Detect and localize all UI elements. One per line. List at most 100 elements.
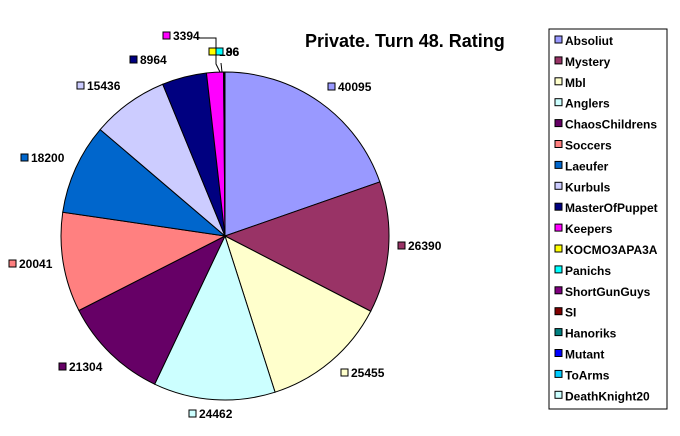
legend-label: Absoliut [565, 34, 613, 48]
legend-swatch [554, 160, 563, 169]
data-label-text-chaoschildrens: 21304 [69, 360, 103, 374]
data-label-text-mbl: 25455 [351, 366, 385, 380]
legend-label: Panichs [565, 264, 611, 278]
legend-item-masterofpuppet: MasterOfPuppet [554, 201, 658, 215]
legend-swatch [554, 35, 563, 44]
legend-swatch [554, 223, 563, 232]
legend-item-panichs: Panichs [554, 264, 611, 278]
legend-label: ShortGunGuys [565, 285, 651, 299]
legend-swatch [554, 349, 563, 357]
data-labels: 40095 26390 25455 24462 21304 20041 18200 15436… [8, 29, 442, 421]
pie-slice-mbl [224, 235, 372, 393]
pie-slice-chaoschildrens [78, 234, 227, 385]
legend-swatch [554, 140, 563, 148]
data-label-key-mbl [340, 368, 349, 377]
legend-swatch [554, 265, 563, 274]
legend-swatch [554, 202, 563, 211]
pie-slices [60, 71, 390, 401]
data-label-key-mystery [397, 241, 406, 250]
data-label-key-chaoschildrens [58, 362, 67, 371]
legend-item-keepers: Keepers [554, 222, 613, 236]
legend-swatch [554, 307, 563, 316]
pie-slice-mystery [223, 181, 390, 312]
legend-item-kocmo3apa3a: KOCMO3APA3A [554, 243, 658, 257]
legend-swatch [554, 77, 563, 86]
legend-item-deathknight20: DeathKnight20 [554, 389, 650, 403]
legend-item-laeufer: Laeufer [554, 159, 609, 173]
legend-swatch [554, 181, 563, 190]
data-label-text-laeufer: 18200 [31, 151, 65, 165]
legend-item-chaoschildrens: ChaosChildrens [554, 118, 657, 132]
data-label-key-kocmo3apa3a [208, 47, 217, 56]
legend-swatch [554, 286, 563, 295]
legend-label: Soccers [565, 139, 612, 153]
legend-item-kurbuls: Kurbuls [554, 180, 611, 194]
pie-slice-anglers [154, 234, 276, 401]
chart-title: Private. Turn 48. Rating [305, 31, 505, 51]
legend-label: ToArms [565, 368, 610, 382]
data-label-laeufer: 18200 [20, 151, 65, 165]
data-label-key-absoliut [327, 82, 336, 91]
legend-item-absoliut: Absoliut [554, 34, 613, 48]
leader-line-kocmo3apa3a [220, 62, 223, 73]
legend-label: Hanoriks [565, 327, 617, 341]
legend-label: DeathKnight20 [565, 389, 650, 403]
data-label-key-masterofpuppet [129, 55, 138, 64]
legend-label: Anglers [565, 97, 610, 111]
data-label-key-laeufer [20, 153, 29, 162]
data-label-keepers: 3394 [162, 29, 200, 43]
legend-item-si: SI [554, 306, 576, 320]
legend-item-mutant: Mutant [554, 348, 604, 362]
data-label-text-mystery: 26390 [408, 239, 442, 253]
data-label-text-masterofpuppet: 8964 [140, 53, 167, 67]
legend-label: SI [565, 306, 576, 320]
data-label-text-kocmo3apa3a: 186 [219, 45, 239, 59]
legend-label: ChaosChildrens [565, 118, 657, 132]
legend: Absoliut Mystery Mbl Anglers ChaosChildrens S… [548, 28, 668, 410]
legend-swatch [554, 98, 563, 107]
data-label-text-kurbuls: 15436 [87, 79, 121, 93]
legend-item-anglers: Anglers [554, 97, 610, 111]
data-label-key-panichs [215, 47, 224, 56]
legend-label: MasterOfPuppet [565, 201, 658, 215]
legend-item-mystery: Mystery [554, 55, 611, 69]
data-label-kurbuls: 15436 [76, 79, 121, 93]
legend-swatch [554, 56, 563, 65]
data-label-text-absoliut: 40095 [338, 80, 372, 94]
legend-label: Keepers [565, 222, 613, 236]
data-label-text-anglers: 24462 [199, 407, 233, 421]
legend-swatch [554, 244, 563, 253]
data-label-text-panichs: 96 [226, 45, 240, 59]
legend-label: Laeufer [565, 159, 609, 173]
legend-swatch [554, 328, 563, 337]
data-label-kocmo3apa3a: 186 [208, 45, 239, 59]
data-label-key-soccers [8, 259, 17, 268]
data-label-mystery: 26390 [397, 239, 442, 253]
data-label-text-soccers: 20041 [19, 257, 53, 271]
data-label-key-keepers [162, 31, 171, 40]
data-label-absoliut: 40095 [327, 80, 372, 94]
leader-line-keepers [196, 37, 221, 73]
legend-label: Kurbuls [565, 180, 611, 194]
legend-item-toarms: ToArms [554, 368, 610, 382]
legend-item-soccers: Soccers [554, 139, 612, 153]
legend-swatch [554, 390, 563, 399]
data-label-anglers: 24462 [188, 407, 233, 421]
legend-item-mbl: Mbl [554, 76, 586, 90]
data-label-soccers: 20041 [8, 257, 53, 271]
legend-label: Mystery [565, 55, 611, 69]
legend-label: Mbl [565, 76, 586, 90]
legend-swatch [554, 369, 563, 378]
data-label-chaoschildrens: 21304 [58, 360, 103, 374]
data-label-text-keepers: 3394 [173, 29, 200, 43]
pie-slice-soccers [60, 211, 227, 312]
pie-slice-laeufer [62, 128, 227, 237]
data-label-key-kurbuls [76, 81, 85, 90]
data-label-key-anglers [188, 409, 197, 418]
legend-item-hanoriks: Hanoriks [554, 327, 617, 341]
legend-label: KOCMO3APA3A [565, 243, 658, 257]
data-label-mbl: 25455 [340, 366, 385, 380]
legend-swatch [554, 119, 563, 128]
